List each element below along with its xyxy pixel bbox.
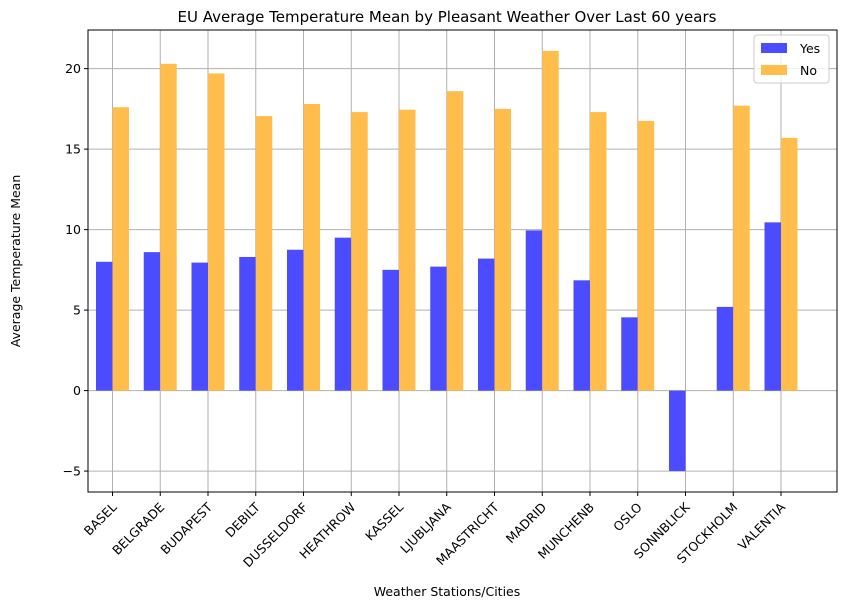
bar-yes [430,266,447,391]
legend-swatch-no [761,65,787,75]
bar-no [399,109,416,391]
bar-no [733,105,750,391]
bar-no [781,137,798,391]
x-tick-label: KASSEL [362,499,406,543]
legend-label-no: No [800,63,817,78]
bar-yes [716,306,734,391]
bar-no [351,112,368,391]
x-tick-label: BUDAPEST [157,499,215,557]
y-tick-label: −5 [63,464,81,479]
bar-no [542,50,559,391]
bar-yes [573,280,590,391]
bar-no [208,73,225,391]
bar-yes [478,258,495,391]
bar-no [255,116,273,391]
x-tick-label: BASEL [81,499,120,538]
legend-swatch-yes [761,43,787,53]
y-tick-label: 0 [73,383,81,398]
bar-yes [382,269,399,391]
bars [96,50,798,472]
bar-yes [621,317,638,391]
x-tick-label: OSLO [610,499,645,534]
legend: Yes No [753,34,830,84]
legend-label-yes: Yes [799,41,820,56]
x-axis-label: Weather Stations/Cities [374,584,521,599]
bar-yes [239,256,256,391]
bar-no [637,120,655,391]
bar-yes [143,252,161,391]
bar-yes [191,262,208,391]
y-tick-label: 5 [73,303,81,318]
plot-frame [87,29,838,493]
bar-yes [669,390,686,472]
y-tick-label: 15 [65,142,81,157]
x-tick-label: MADRID [503,500,550,547]
bar-yes [287,249,304,391]
axes [84,29,838,496]
x-tick-label: VALENTIA [735,499,789,553]
y-tick-label: 10 [65,222,81,237]
y-tick-label: 20 [65,61,81,76]
bar-no [590,112,607,391]
y-axis-label: Average Temperature Mean [8,175,23,348]
bar-no [112,107,129,391]
x-tick-label: DEBILT [222,499,263,540]
bar-yes [334,237,352,391]
bar-no [160,63,177,391]
bar-no [303,104,320,391]
bar-yes [96,261,113,391]
chart-title: EU Average Temperature Mean by Pleasant … [178,8,717,26]
bar-no [446,91,464,391]
bar-yes [764,222,781,391]
bar-no [494,108,511,391]
bar-yes [525,230,543,391]
